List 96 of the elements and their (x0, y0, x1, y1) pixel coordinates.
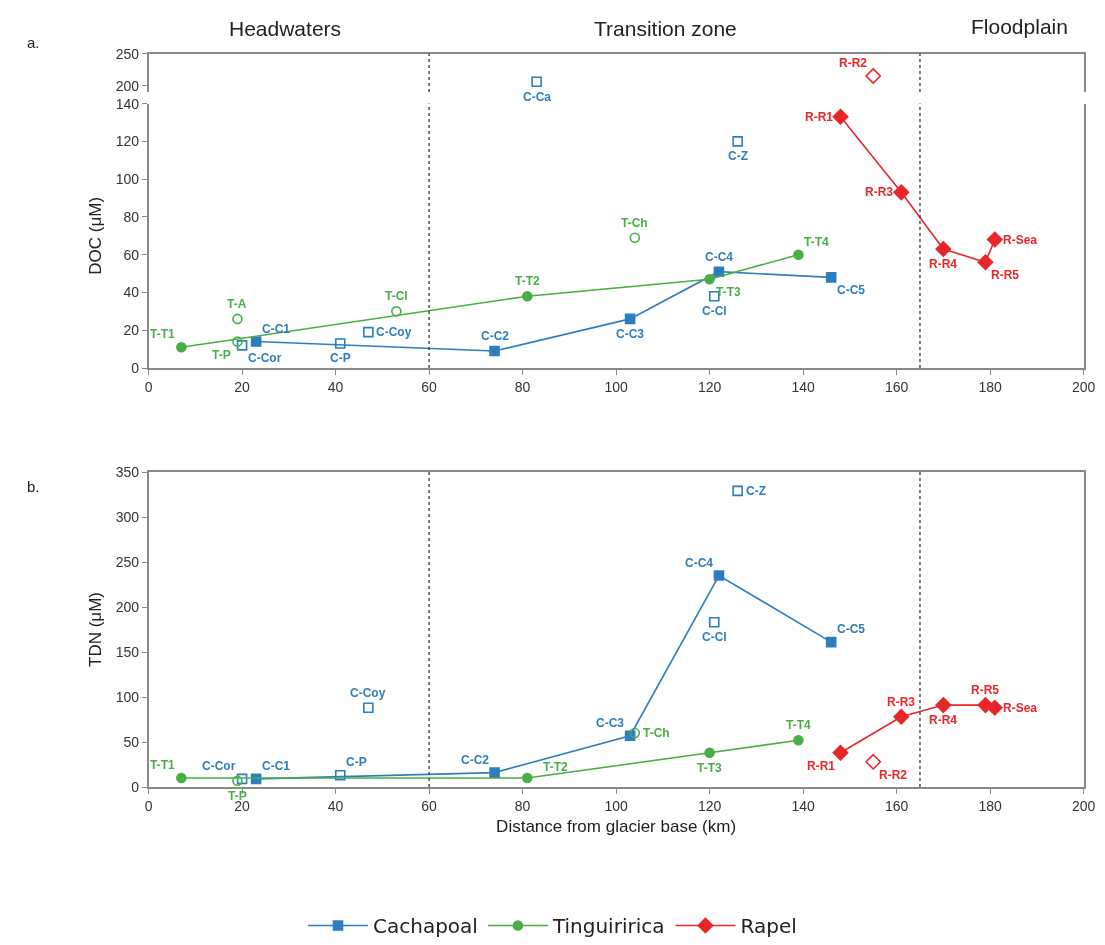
y-tick-label: 300 (115, 508, 140, 525)
annotation: C-C1 (262, 759, 291, 773)
text: Floodplain (971, 15, 1068, 38)
x-tick-label: 180 (978, 378, 1002, 395)
annotation: C-Coy (350, 686, 386, 700)
annotation: C-C3 (596, 716, 625, 730)
annotation: T-T1 (150, 327, 175, 341)
annotation: T-T3 (697, 761, 722, 775)
annotation: R-R1 (805, 110, 834, 124)
x-tick-label: 120 (697, 797, 722, 814)
y-tick-label: 100 (115, 171, 140, 188)
x-tick-label: 180 (978, 797, 1002, 814)
y-tick-label: 20 (123, 322, 140, 339)
annotation: C-Cor (248, 351, 282, 365)
x-tick-label: 40 (327, 378, 344, 395)
annotation: R-Sea (1003, 701, 1038, 715)
y-tick-label: 350 (115, 463, 140, 480)
annotation: R-R4 (929, 257, 958, 271)
y-tick-label: 0 (131, 778, 140, 795)
annotation: C-C4 (705, 250, 734, 264)
y-axis-title: DOC (μM) (85, 196, 105, 275)
y-tick-label: 100 (115, 688, 140, 705)
annotation: C-Cl (702, 304, 727, 318)
annotation: R-Sea (1003, 233, 1038, 247)
x-tick-label: 20 (234, 378, 251, 395)
legend-label: Cachapoal (373, 914, 478, 939)
annotation: R-R1 (807, 759, 836, 773)
annotation: C-P (330, 351, 351, 365)
annotation: T-Cl (385, 289, 408, 303)
text: Headwaters (229, 17, 342, 40)
annotation: R-R2 (839, 56, 868, 70)
annotation: C-Cor (202, 759, 236, 773)
annotation: C-Coy (376, 325, 412, 339)
annotation: R-R3 (865, 185, 894, 199)
annotation: T-Ch (621, 216, 648, 230)
annotation: T-P (212, 348, 231, 362)
annotation: T-T1 (150, 758, 175, 772)
annotation: R-R2 (879, 768, 908, 782)
annotation: R-R5 (971, 683, 1000, 697)
y-axis-title: TDN (μM) (85, 592, 105, 667)
x-tick-label: 140 (791, 797, 815, 814)
y-tick-label: 140 (115, 95, 140, 112)
x-tick-label: 0 (144, 797, 153, 814)
y-tick-label: 80 (123, 208, 140, 225)
y-tick-label: 120 (115, 133, 140, 150)
y-tick-label: 250 (115, 553, 140, 570)
x-tick-label: 100 (604, 797, 628, 814)
x-tick-label: 140 (791, 378, 815, 395)
annotation: C-C3 (616, 327, 645, 341)
y-tick-label: 50 (123, 733, 140, 750)
annotation: C-C2 (461, 753, 490, 767)
y-tick-label: 200 (115, 598, 140, 615)
annotation: T-T3 (716, 285, 741, 299)
text: b. (27, 478, 40, 495)
annotation: T-T4 (804, 235, 829, 249)
annotation: R-R4 (929, 713, 958, 727)
x-tick-label: 120 (697, 378, 722, 395)
x-tick-label: 160 (884, 378, 909, 395)
x-tick-label: 60 (421, 378, 438, 395)
annotation: R-R3 (887, 695, 916, 709)
annotation: C-Ca (523, 90, 552, 104)
x-tick-label: 100 (604, 378, 628, 395)
annotation: C-C1 (262, 322, 291, 336)
annotation: T-T2 (515, 274, 540, 288)
x-tick-label: 60 (421, 797, 438, 814)
annotation: C-Z (728, 149, 748, 163)
annotation: C-C5 (837, 622, 866, 636)
x-tick-label: 160 (884, 797, 909, 814)
text: a. (27, 34, 40, 51)
annotation: T-T2 (543, 760, 568, 774)
x-tick-label: 200 (1071, 797, 1096, 814)
x-tick-label: 80 (514, 797, 531, 814)
x-tick-label: 40 (327, 797, 344, 814)
y-tick-label: 60 (123, 246, 140, 263)
annotation: C-P (346, 755, 367, 769)
legend-label: Tinguiririca (551, 914, 665, 939)
annotation: C-C5 (837, 283, 866, 297)
annotation: C-Cl (702, 630, 727, 644)
x-axis-title: Distance from glacier base (km) (496, 817, 737, 837)
legend-label: Rapel (740, 914, 797, 939)
annotation: C-C4 (685, 556, 714, 570)
x-tick-label: 200 (1071, 378, 1096, 395)
y-tick-label: 150 (115, 643, 140, 660)
annotation: C-Z (746, 484, 766, 498)
annotation: T-T4 (786, 718, 811, 732)
annotation: C-C2 (481, 329, 510, 343)
x-tick-label: 80 (514, 378, 531, 395)
x-tick-label: 0 (144, 378, 153, 395)
y-tick-label: 0 (131, 359, 140, 376)
text: Transition zone (594, 17, 737, 40)
y-tick-label: 40 (123, 284, 140, 301)
y-tick-label: 200 (115, 77, 140, 94)
y-tick-label: 250 (115, 45, 140, 62)
annotation: T-Ch (643, 726, 670, 740)
annotation: T-A (227, 297, 247, 311)
annotation: R-R5 (991, 268, 1020, 282)
